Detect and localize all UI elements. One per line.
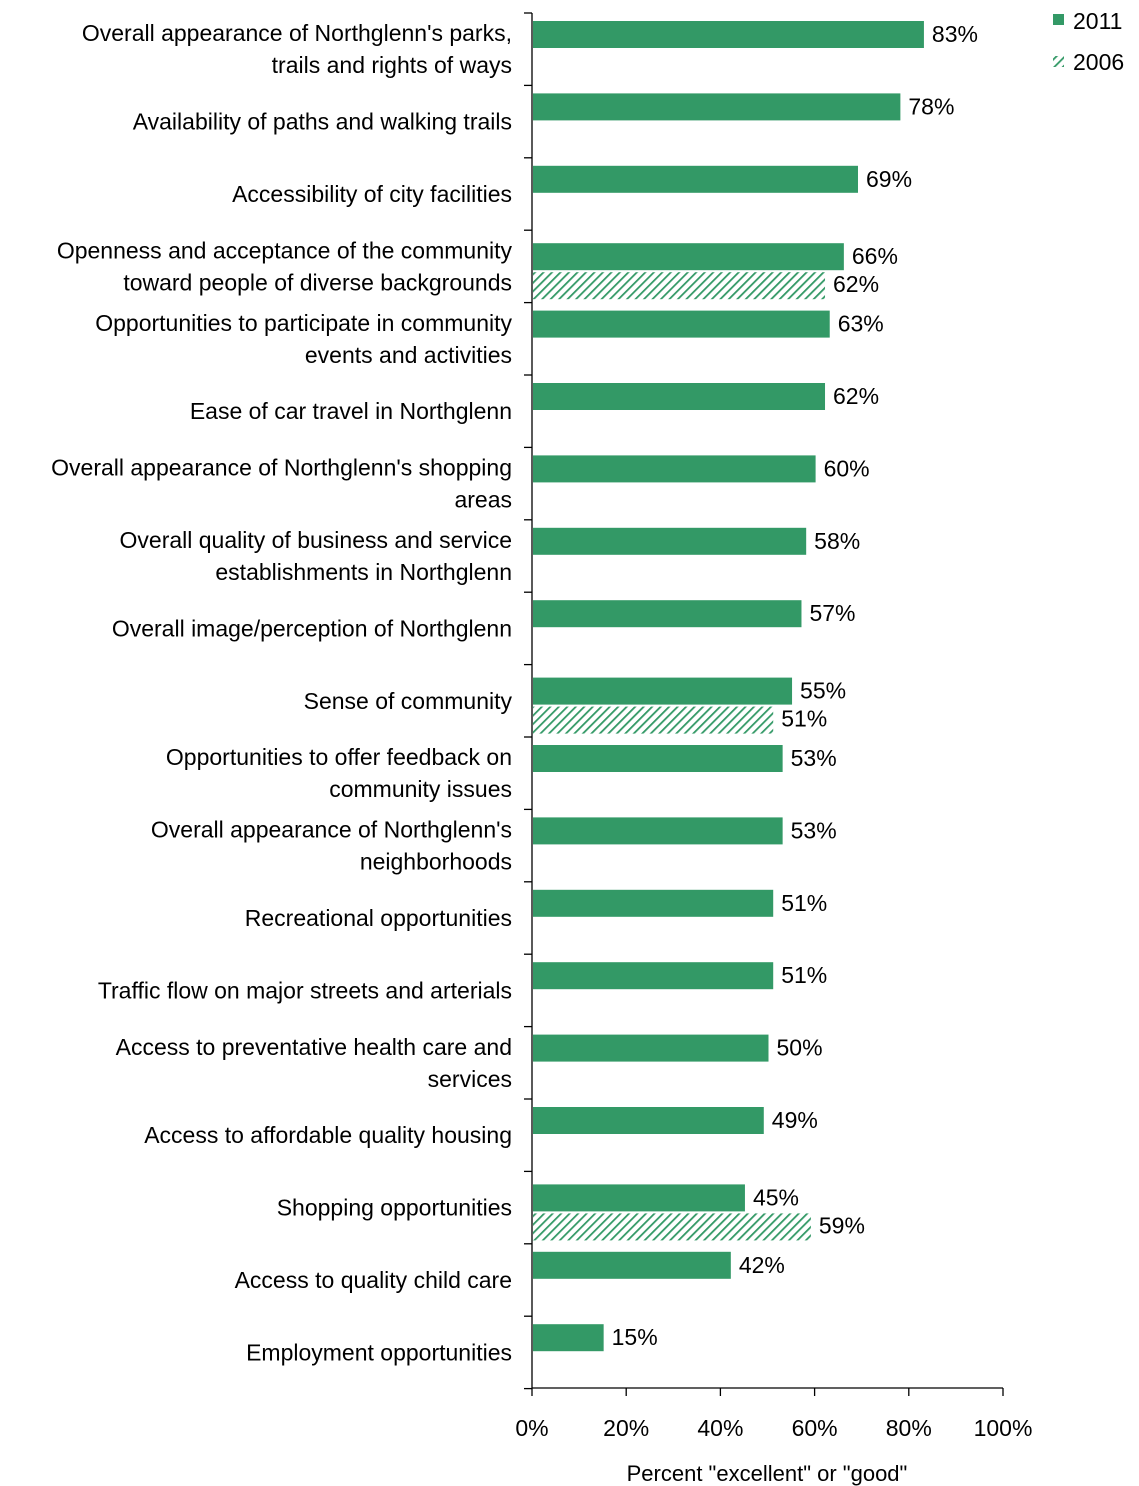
category-label: Access to quality child care	[235, 1267, 512, 1293]
legend: 2011 2006	[1053, 8, 1124, 75]
data-label-2011: 51%	[781, 890, 827, 916]
data-label-2011: 58%	[814, 528, 860, 554]
bar-2011	[533, 93, 901, 121]
category-label: Overall quality of business and service	[120, 527, 512, 553]
data-label-2011: 50%	[777, 1035, 823, 1061]
category-label: Overall appearance of Northglenn's shopp…	[51, 455, 512, 481]
data-label-2011: 66%	[852, 243, 898, 269]
legend-swatch-2006	[1053, 56, 1064, 67]
data-label-2011: 49%	[772, 1107, 818, 1133]
category-label: toward people of diverse backgrounds	[123, 269, 512, 295]
category-label: Openness and acceptance of the community	[57, 237, 513, 263]
category-label: Opportunities to participate in communit…	[95, 310, 512, 336]
legend-label-2011: 2011	[1073, 8, 1122, 34]
category-label: areas	[454, 487, 512, 513]
bar-2011	[533, 1184, 745, 1212]
x-tick-label: 80%	[886, 1415, 932, 1441]
bar-2011	[533, 600, 802, 628]
data-label-2011: 69%	[866, 166, 912, 192]
bar-2011	[533, 1324, 604, 1352]
legend-label-2006: 2006	[1073, 49, 1124, 75]
category-label: Opportunities to offer feedback on	[166, 744, 512, 770]
bar-2011	[533, 1034, 769, 1062]
bar-2011	[533, 817, 783, 845]
category-label: Shopping opportunities	[277, 1195, 512, 1221]
category-label: Accessibility of city facilities	[232, 181, 512, 207]
data-label-2011: 62%	[833, 383, 879, 409]
bar-2011	[533, 455, 816, 483]
bar-2006	[533, 706, 774, 734]
bar-2011	[533, 889, 774, 917]
bar-2011	[533, 527, 807, 555]
category-label: Employment opportunities	[246, 1339, 512, 1365]
data-label-2011: 83%	[932, 21, 978, 47]
data-label-2011: 45%	[753, 1184, 799, 1210]
data-label-2011: 60%	[824, 455, 870, 481]
category-label: neighborhoods	[360, 849, 512, 875]
category-label: Ease of car travel in Northglenn	[190, 398, 512, 424]
x-tick-label: 0%	[515, 1415, 548, 1441]
category-label: Traffic flow on major streets and arteri…	[98, 977, 512, 1003]
bar-2011	[533, 677, 793, 705]
data-label-2006: 59%	[819, 1212, 865, 1238]
data-label-2011: 63%	[838, 311, 884, 337]
data-label-2006: 62%	[833, 271, 879, 297]
x-tick-label: 40%	[697, 1415, 743, 1441]
axes	[524, 12, 1004, 1396]
data-labels: 83%78%69%66%62%63%62%60%58%57%55%51%53%5…	[612, 21, 978, 1350]
x-tick-labels: 0% 20% 40% 60% 80% 100%	[515, 1415, 1032, 1441]
data-label-2011: 42%	[739, 1252, 785, 1278]
bar-2011	[533, 165, 858, 193]
bar-2011	[533, 1251, 731, 1279]
bar-2006	[533, 272, 826, 300]
x-tick-label: 100%	[974, 1415, 1033, 1441]
bar-2011	[533, 243, 844, 271]
category-label: events and activities	[305, 342, 512, 368]
bar-2011	[533, 962, 774, 990]
bar-2011	[533, 21, 924, 48]
legend-swatch-2011	[1053, 14, 1064, 25]
category-label: Overall image/perception of Northglenn	[112, 615, 512, 641]
x-tick-label: 60%	[792, 1415, 838, 1441]
x-tick-label: 20%	[603, 1415, 649, 1441]
data-label-2011: 53%	[791, 745, 837, 771]
data-label-2011: 15%	[612, 1324, 658, 1350]
category-label: trails and rights of ways	[272, 52, 512, 78]
category-label: community issues	[329, 776, 512, 802]
data-label-2011: 78%	[908, 93, 954, 119]
category-label: Sense of community	[304, 688, 513, 714]
category-label: Access to affordable quality housing	[144, 1122, 512, 1148]
bar-2006	[533, 1213, 811, 1241]
category-label: Recreational opportunities	[245, 905, 512, 931]
bar-2011	[533, 310, 830, 338]
data-label-2011: 51%	[781, 962, 827, 988]
category-label: establishments in Northglenn	[215, 559, 512, 585]
data-label-2011: 57%	[809, 600, 855, 626]
bar-2011	[533, 745, 783, 772]
category-label: services	[428, 1066, 512, 1092]
bar-2011	[533, 383, 826, 410]
category-label: Overall appearance of Northglenn's parks…	[82, 20, 512, 46]
category-labels: Overall appearance of Northglenn's parks…	[51, 20, 512, 1365]
bars	[533, 21, 924, 1352]
data-label-2011: 53%	[791, 817, 837, 843]
category-label: Access to preventative health care and	[116, 1034, 512, 1060]
bar-2011	[533, 1107, 764, 1134]
data-label-2011: 55%	[800, 678, 846, 704]
category-label: Overall appearance of Northglenn's	[151, 817, 512, 843]
data-label-2006: 51%	[781, 706, 827, 732]
category-label: Availability of paths and walking trails	[133, 109, 512, 135]
x-axis-title: Percent "excellent" or "good"	[627, 1461, 908, 1486]
